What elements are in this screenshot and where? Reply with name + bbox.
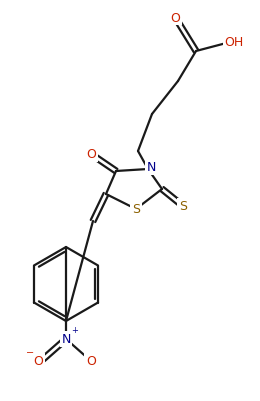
Text: O: O [170, 12, 180, 24]
Text: OH: OH [224, 35, 244, 49]
Text: −: − [26, 347, 34, 357]
Text: N: N [146, 161, 156, 174]
Text: +: + [71, 325, 78, 334]
Text: N: N [61, 333, 71, 346]
Text: O: O [86, 148, 96, 161]
Text: O: O [86, 354, 96, 368]
Text: S: S [132, 203, 140, 216]
Text: S: S [179, 200, 187, 213]
Text: O: O [33, 354, 43, 368]
